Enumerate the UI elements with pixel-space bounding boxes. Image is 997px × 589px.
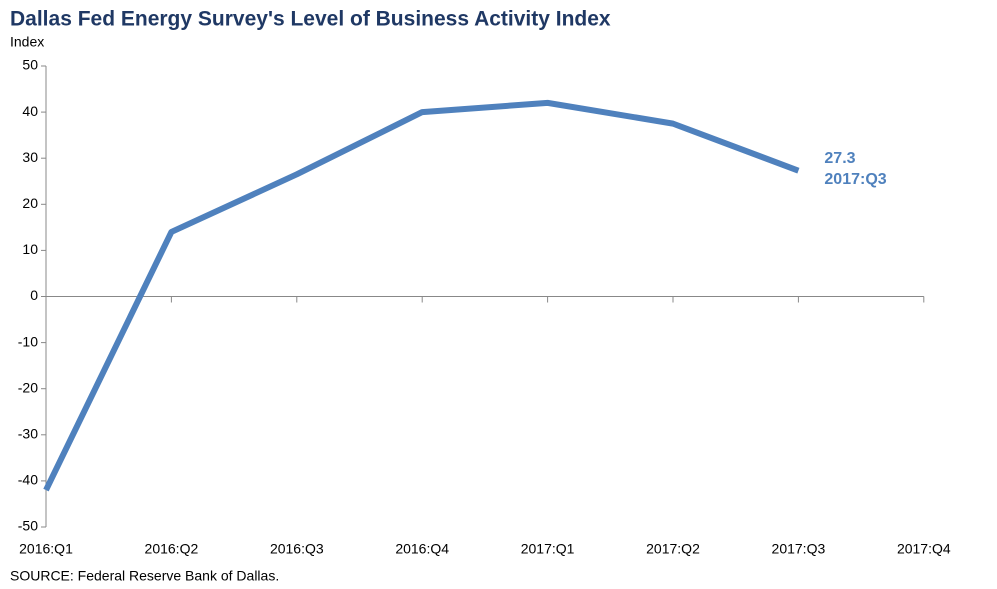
- x-tick-label: 2016:Q3: [270, 541, 324, 557]
- y-tick-label: 10: [22, 241, 38, 257]
- y-axis-label: Index: [10, 34, 44, 50]
- y-tick-label: 0: [30, 287, 38, 303]
- value-label: 27.3: [824, 150, 855, 167]
- x-tick-label: 2016:Q2: [145, 541, 199, 557]
- y-tick-label: -10: [18, 333, 38, 349]
- x-tick-label: 2016:Q1: [19, 541, 73, 557]
- source: SOURCE: Federal Reserve Bank of Dallas.: [10, 568, 279, 584]
- x-tick-label: 2017:Q3: [772, 541, 826, 557]
- y-tick-label: 40: [22, 103, 38, 119]
- x-tick-label: 2017:Q2: [646, 541, 700, 557]
- x-tick-label: 2016:Q4: [395, 541, 449, 557]
- y-tick-label: -50: [18, 518, 38, 534]
- y-tick-label: -30: [18, 426, 38, 442]
- x-tick-label: 2017:Q1: [521, 541, 575, 557]
- y-tick-label: -40: [18, 472, 38, 488]
- y-tick-label: -20: [18, 379, 38, 395]
- x-tick-label: 2017:Q4: [897, 541, 951, 557]
- line-series: [43, 99, 800, 492]
- value-label-category: 2017:Q3: [824, 171, 886, 188]
- y-tick-label: 50: [22, 57, 38, 73]
- y-tick-label: 20: [22, 195, 38, 211]
- chart-title: Dallas Fed Energy Survey's Level of Busi…: [10, 8, 611, 31]
- y-tick-label: 30: [22, 149, 38, 165]
